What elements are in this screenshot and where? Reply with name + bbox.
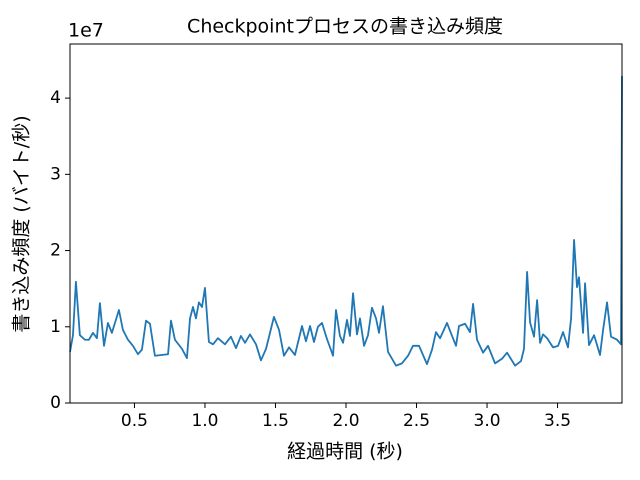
chart-title: Checkpointプロセスの書き込み頻度 <box>187 16 503 38</box>
y-tick-label: 3 <box>50 164 61 184</box>
y-tick-label: 4 <box>50 88 61 108</box>
y-axis-label: 書き込み頻度 (バイト/秒) <box>11 115 33 332</box>
y-tick-label: 1 <box>50 317 61 337</box>
x-tick-label: 3.5 <box>544 411 571 431</box>
x-tick-label: 3.0 <box>474 411 501 431</box>
x-tick-label: 1.0 <box>191 411 218 431</box>
data-line <box>69 76 623 367</box>
x-tick-label: 1.5 <box>262 411 289 431</box>
x-axis-label: 経過時間 (秒) <box>287 441 403 463</box>
x-tick-label: 0.5 <box>121 411 148 431</box>
y-offset-text: 1e7 <box>68 20 104 42</box>
plot-frame <box>69 43 623 404</box>
y-tick-label: 2 <box>50 241 61 261</box>
y-tick-label: 0 <box>50 393 61 413</box>
x-tick-label: 2.0 <box>332 411 359 431</box>
x-tick-label: 2.5 <box>403 411 430 431</box>
